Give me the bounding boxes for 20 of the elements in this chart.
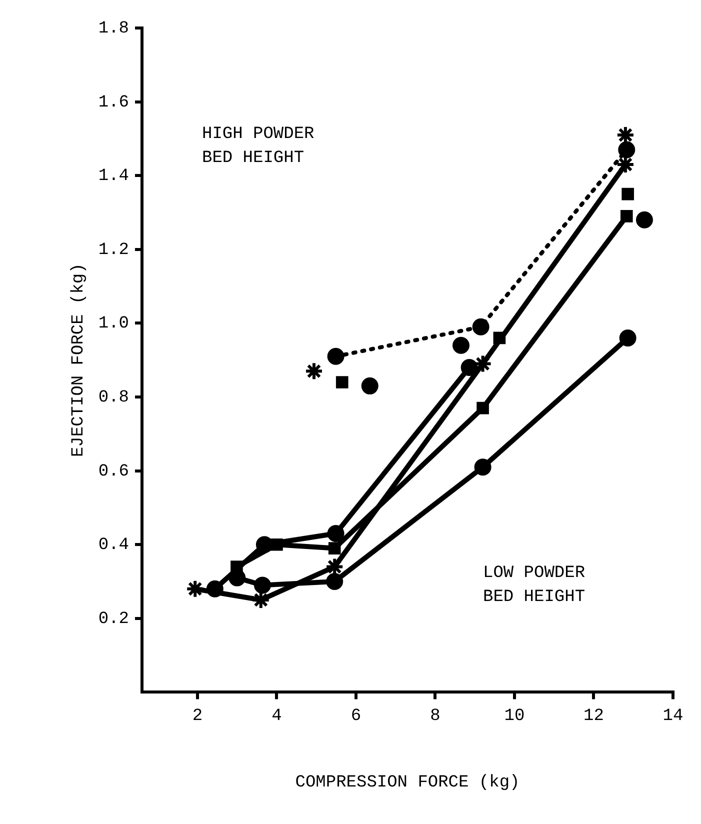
x-tick-label: 4 (272, 706, 282, 726)
annotation: LOW POWDER BED HEIGHT (483, 564, 586, 608)
x-tick-label: 8 (430, 706, 440, 726)
x-tick-label: 10 (504, 706, 525, 726)
y-tick-label: 1.4 (98, 167, 130, 186)
y-tick-label: 1.6 (98, 93, 130, 112)
y-axis-title: EJECTION FORCE (kg) (70, 263, 89, 458)
x-tick-label: 12 (584, 706, 604, 726)
y-tick-label: 0.2 (98, 610, 130, 629)
x-tick-label: 6 (350, 706, 362, 726)
y-tick-label: 1.0 (98, 314, 130, 334)
annotation: HIGH POWDER BED HEIGHT (202, 125, 314, 168)
y-tick-label: 0.4 (98, 536, 130, 556)
y-tick-label: 1.8 (98, 20, 130, 38)
y-tick-label: 0.6 (98, 462, 130, 482)
y-tick-label: 0.8 (98, 388, 130, 408)
x-tick-label: 14 (662, 706, 684, 726)
x-axis-title: COMPRESSION FORCE (kg) (295, 773, 520, 792)
x-tick-label: 2 (192, 706, 203, 726)
y-tick-label: 1.2 (98, 240, 130, 260)
